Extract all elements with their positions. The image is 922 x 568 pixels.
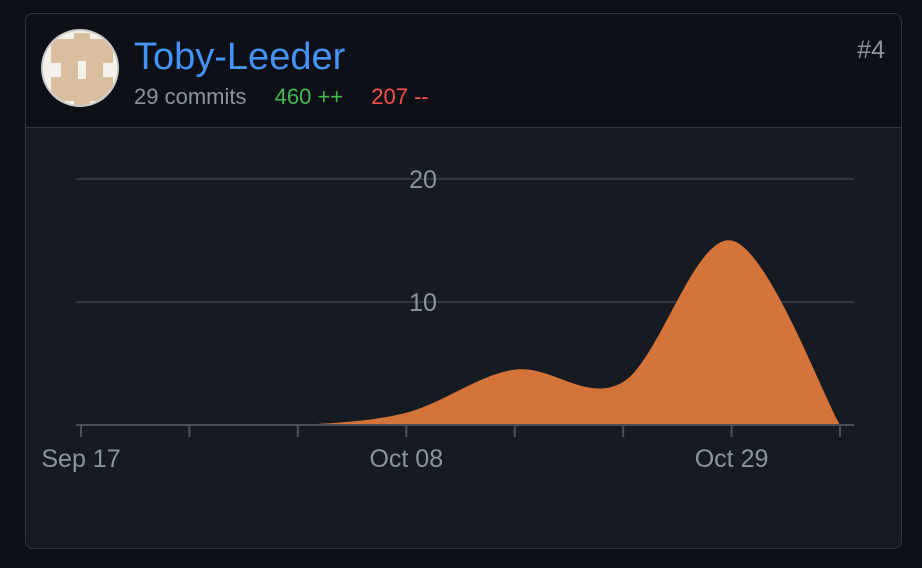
contributions-area-chart: 10 20 Sep 17 Oct 08 Oct 29	[41, 166, 854, 473]
x-tick-label: Sep 17	[41, 445, 120, 473]
x-tick-label: Oct 29	[695, 445, 769, 473]
additions-count: 460 ++	[274, 84, 344, 109]
contribution-stats: 29 commits 460 ++ 207 --	[134, 84, 451, 110]
rank-badge: #4	[857, 36, 885, 64]
avatar-image	[43, 31, 117, 105]
card-header: Toby-Leeder #4 29 commits 460 ++ 207 --	[26, 14, 901, 128]
contributor-card: Toby-Leeder #4 29 commits 460 ++ 207 -- …	[25, 13, 902, 549]
axis-labels: 10 20 Sep 17 Oct 08 Oct 29	[41, 166, 768, 473]
x-axis	[76, 424, 854, 437]
contribution-area[interactable]	[81, 240, 840, 425]
avatar[interactable]	[41, 29, 119, 107]
y-tick-label: 20	[409, 166, 437, 194]
commit-count[interactable]: 29 commits	[134, 84, 247, 109]
x-tick-label: Oct 08	[369, 445, 443, 473]
username-link[interactable]: Toby-Leeder	[134, 36, 346, 78]
deletions-count: 207 --	[371, 84, 429, 109]
y-tick-label: 10	[409, 289, 437, 317]
